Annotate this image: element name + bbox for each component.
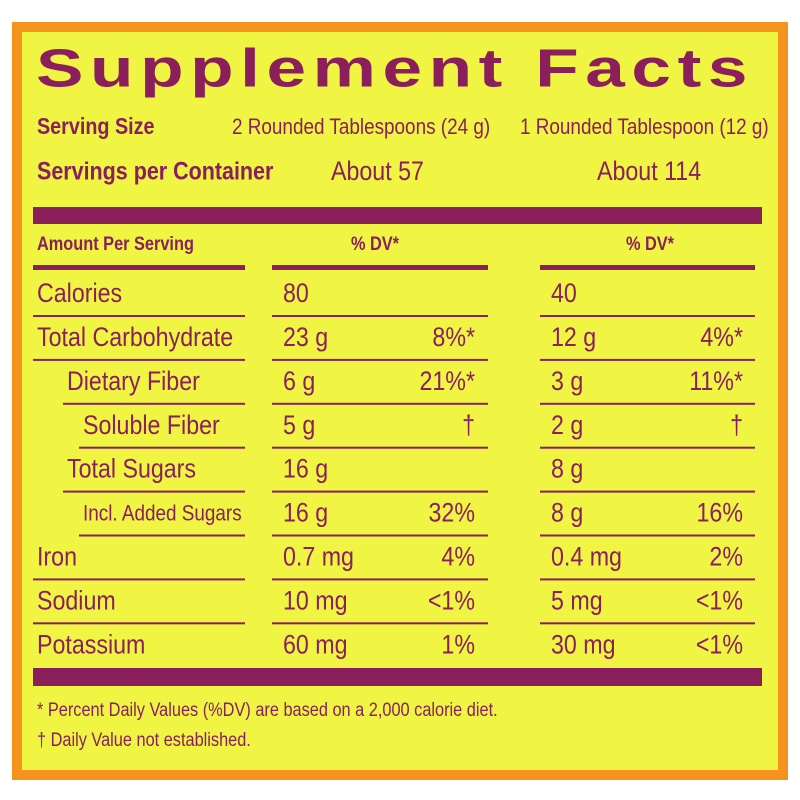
row-rule — [33, 358, 245, 361]
daily-value: 4%* — [700, 322, 743, 352]
label-panel — [22, 32, 778, 770]
amount: 0.7 mg — [283, 542, 354, 572]
amount: 2 g — [551, 410, 583, 440]
row-rule — [540, 578, 755, 581]
amount: 10 mg — [283, 586, 348, 616]
thick-rule — [33, 668, 762, 686]
daily-value: <1% — [428, 586, 475, 616]
amount: 6 g — [283, 366, 315, 396]
nutrient-label: Total Sugars — [67, 454, 196, 484]
row-rule — [79, 534, 245, 537]
daily-value: † — [730, 410, 743, 440]
nutrient-label: Total Carbohydrate — [37, 322, 233, 352]
row-rule — [63, 402, 245, 405]
nutrient-label: Calories — [37, 279, 122, 309]
daily-value: 16% — [697, 498, 743, 528]
amount: 0.4 mg — [551, 542, 622, 572]
daily-value: 2% — [709, 542, 743, 572]
header-rule — [33, 265, 245, 270]
daily-value: <1% — [696, 586, 743, 616]
row-rule — [33, 622, 245, 625]
servings-value: About 114 — [597, 157, 701, 187]
row-rule — [272, 534, 488, 537]
nutrient-label: Iron — [37, 542, 77, 572]
nutrient-label: Soluble Fiber — [83, 410, 220, 440]
daily-value: 8%* — [432, 322, 475, 352]
dv-header: % DV* — [351, 233, 399, 254]
amount: 80 — [283, 279, 309, 309]
servings-value: About 57 — [331, 157, 424, 187]
amount: 5 g — [283, 410, 315, 440]
serving-size-label: Serving Size — [37, 114, 155, 140]
row-rule — [540, 402, 755, 405]
daily-value: <1% — [696, 630, 743, 660]
daily-value: 11%* — [689, 366, 743, 396]
daily-value: 21%* — [419, 366, 475, 396]
row-rule — [540, 622, 755, 625]
serving-size-value: 2 Rounded Tablespoons (24 g) — [232, 115, 490, 140]
row-rule — [540, 490, 755, 493]
row-rule — [272, 490, 488, 493]
amount: 60 mg — [283, 630, 348, 660]
row-rule — [272, 402, 488, 405]
row-rule — [540, 315, 755, 317]
row-rule — [33, 578, 245, 581]
nutrient-label: Incl. Added Sugars — [83, 501, 242, 526]
nutrient-label: Dietary Fiber — [67, 366, 200, 396]
amount: 23 g — [283, 322, 328, 352]
dv-header: % DV* — [626, 233, 674, 254]
amount: 3 g — [551, 366, 583, 396]
row-rule — [272, 446, 488, 449]
daily-value: 1% — [441, 630, 475, 660]
row-rule — [540, 446, 755, 449]
daily-value: 32% — [429, 498, 475, 528]
row-rule — [272, 622, 488, 625]
amount: 12 g — [551, 322, 596, 352]
amount-header: Amount Per Serving — [37, 233, 194, 254]
amount: 5 mg — [551, 586, 603, 616]
row-rule — [540, 358, 755, 361]
serving-size-value: 1 Rounded Tablespoon (12 g) — [520, 115, 769, 140]
thick-rule — [33, 207, 762, 224]
row-rule — [272, 358, 488, 361]
nutrient-label: Potassium — [37, 630, 145, 660]
row-rule — [540, 534, 755, 537]
footnote: * Percent Daily Values (%DV) are based o… — [37, 699, 498, 720]
servings-label: Servings per Container — [37, 157, 273, 185]
nutrient-label: Sodium — [37, 586, 116, 616]
amount: 8 g — [551, 454, 583, 484]
footnote: † Daily Value not established. — [37, 729, 251, 750]
title: Supplement Facts — [36, 38, 754, 98]
amount: 16 g — [283, 498, 328, 528]
row-rule — [272, 315, 488, 317]
amount: 8 g — [551, 498, 583, 528]
daily-value: † — [462, 410, 475, 440]
row-rule — [63, 490, 245, 493]
header-rule — [540, 265, 755, 270]
amount: 40 — [551, 279, 577, 309]
header-rule — [272, 265, 488, 270]
row-rule — [272, 578, 488, 581]
amount: 16 g — [283, 454, 328, 484]
amount: 30 mg — [551, 630, 616, 660]
daily-value: 4% — [441, 542, 475, 572]
row-rule — [79, 446, 245, 449]
row-rule — [33, 315, 245, 317]
